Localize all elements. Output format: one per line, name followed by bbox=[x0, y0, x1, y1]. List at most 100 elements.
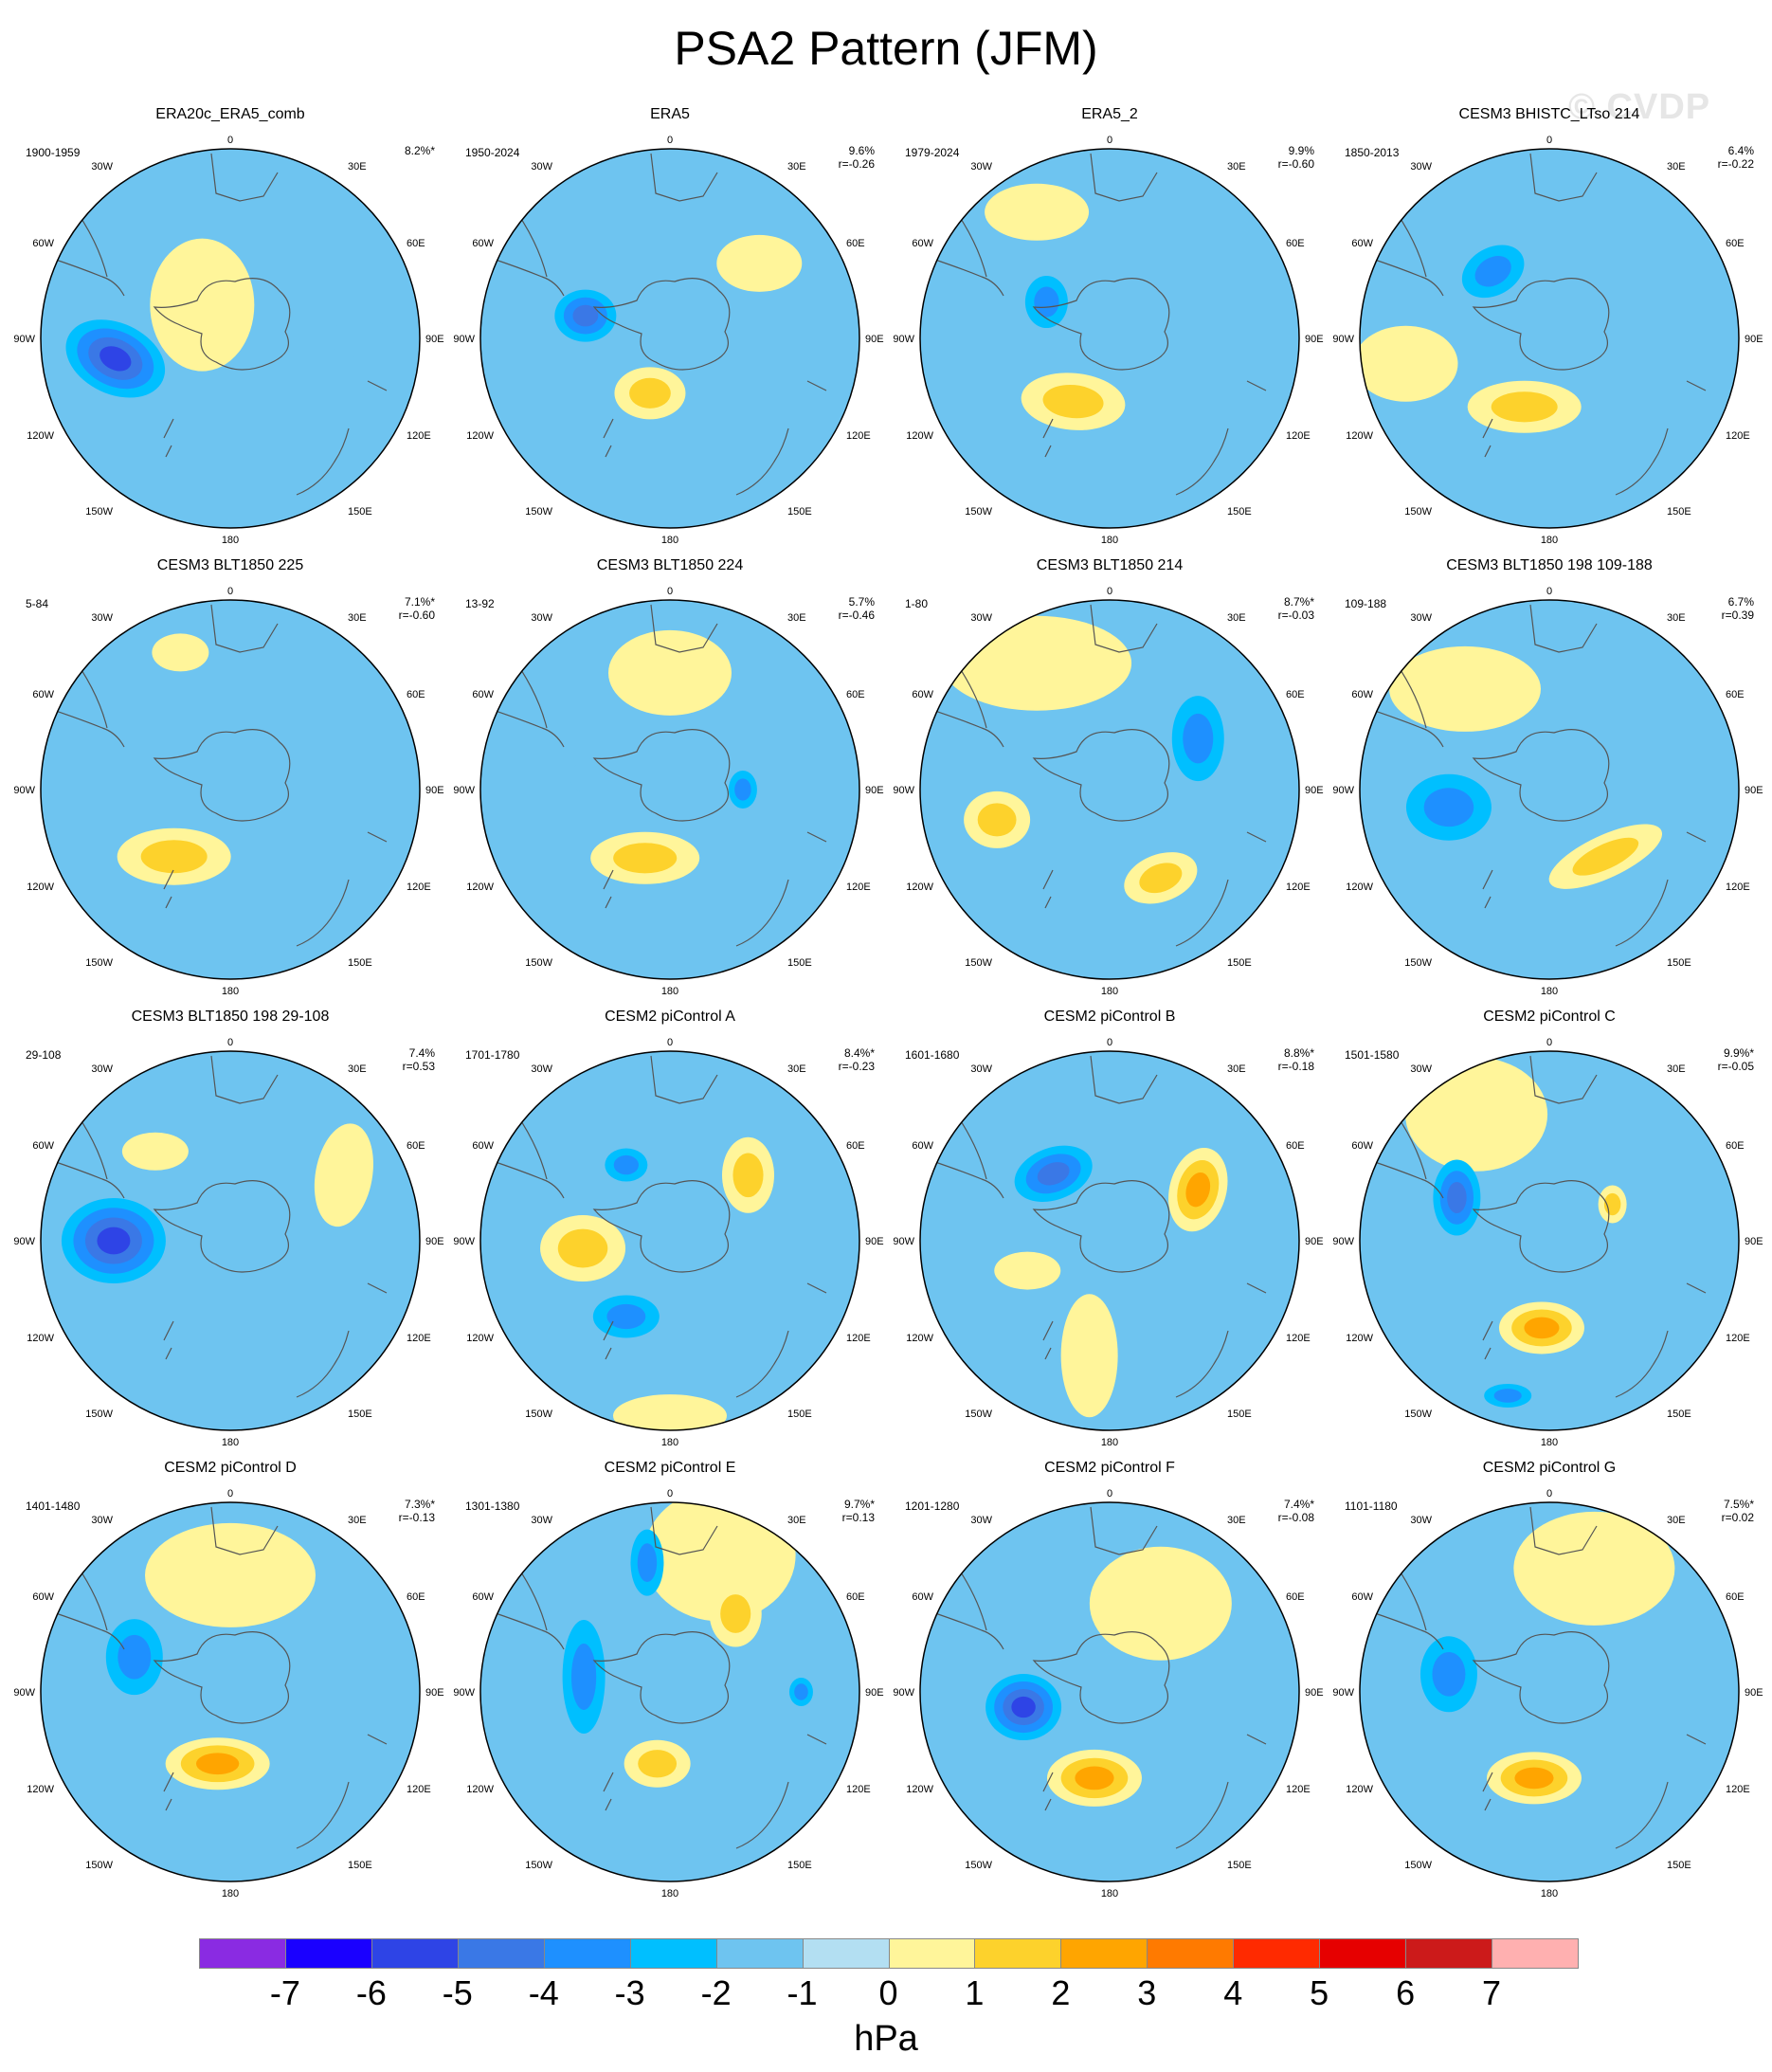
longitude-label-e150: 150E bbox=[348, 1860, 372, 1871]
colorbar-tick-label: 3 bbox=[1137, 1973, 1157, 2012]
longitude-label-w60: 60W bbox=[912, 689, 933, 700]
longitude-label-w30: 30W bbox=[970, 612, 992, 624]
longitude-label-w60: 60W bbox=[912, 1591, 933, 1603]
pct-value: 7.1%* bbox=[404, 595, 435, 609]
longitude-label-e120: 120E bbox=[846, 1333, 871, 1344]
map-panel: CESM2 piControl E 1301-1380 9.7%* r=0.13 0 18… bbox=[452, 1460, 888, 1905]
panel-variance-explained: 9.7%* r=0.13 bbox=[842, 1498, 875, 1524]
longitude-label-e30: 30E bbox=[787, 612, 806, 624]
anomaly-contour-fill bbox=[1572, 837, 1639, 876]
map-boundary bbox=[479, 1501, 860, 1882]
anomaly-contour-fill bbox=[608, 629, 732, 716]
pct-value: 7.4%* bbox=[1283, 1498, 1314, 1511]
longitude-label-w90: 90W bbox=[1332, 334, 1354, 345]
longitude-label-e120: 120E bbox=[1726, 1784, 1750, 1795]
panel-variance-explained: 8.2%* bbox=[405, 144, 435, 157]
new-zealand-coastline bbox=[1042, 418, 1054, 458]
longitude-label-e150: 150E bbox=[1667, 957, 1691, 969]
africa-coastline bbox=[1090, 1506, 1158, 1555]
anomaly-contour-fill bbox=[629, 377, 671, 409]
longitude-label-top: 0 bbox=[1107, 1488, 1112, 1499]
longitude-label-e30: 30E bbox=[348, 1063, 367, 1075]
new-zealand-coastline bbox=[1042, 1320, 1054, 1360]
panel-period: 109-188 bbox=[1345, 597, 1387, 610]
longitude-label-bottom: 180 bbox=[661, 1888, 678, 1899]
longitude-label-e150: 150E bbox=[1227, 1409, 1252, 1420]
panel-period: 1-80 bbox=[905, 597, 929, 610]
antarctica-coastline bbox=[1472, 278, 1610, 371]
longitude-label-e30: 30E bbox=[1227, 1063, 1246, 1075]
panel-title: CESM2 piControl A bbox=[605, 1009, 735, 1025]
longitude-label-w30: 30W bbox=[91, 612, 113, 624]
longitude-label-w60: 60W bbox=[1351, 238, 1373, 249]
longitude-label-bottom: 180 bbox=[222, 1437, 239, 1448]
colorbar-tick-label: -4 bbox=[528, 1973, 559, 2012]
longitude-label-e120: 120E bbox=[1726, 882, 1750, 893]
longitude-label-e60: 60E bbox=[1726, 1591, 1745, 1603]
longitude-label-w150: 150W bbox=[85, 1860, 113, 1871]
pct-value: 7.4% bbox=[408, 1046, 435, 1060]
africa-coastline bbox=[210, 1055, 279, 1104]
panel-period: 1301-1380 bbox=[465, 1499, 520, 1513]
panel-title: CESM3 BLT1850 198 109-188 bbox=[1446, 557, 1653, 573]
pattern-correlation: r=-0.22 bbox=[1717, 157, 1754, 171]
longitude-label-e150: 150E bbox=[1227, 1860, 1252, 1871]
colorbar-swatch bbox=[543, 1938, 631, 1969]
zero-contour-background bbox=[41, 1502, 420, 1881]
longitude-label-w30: 30W bbox=[970, 1515, 992, 1526]
longitude-label-e90: 90E bbox=[1305, 785, 1324, 796]
longitude-label-e120: 120E bbox=[1726, 1333, 1750, 1344]
colorbar-tick-label: 5 bbox=[1310, 1973, 1329, 2012]
anomaly-contour-fill bbox=[638, 1750, 678, 1778]
anomaly-contour-fill bbox=[942, 615, 1132, 711]
map-panel: CESM2 piControl D 1401-1480 7.3%* r=-0.13 0 1… bbox=[12, 1460, 448, 1905]
longitude-label-w120: 120W bbox=[1346, 1784, 1373, 1795]
map-panel: CESM2 piControl A 1701-1780 8.4%* r=-0.23 0 1… bbox=[452, 1009, 888, 1454]
antarctica-coastline bbox=[592, 278, 731, 371]
longitude-label-e30: 30E bbox=[348, 612, 367, 624]
longitude-label-e120: 120E bbox=[407, 430, 431, 442]
longitude-label-w150: 150W bbox=[85, 506, 113, 518]
australia-coastline bbox=[735, 831, 827, 947]
anomaly-contour-fill bbox=[985, 183, 1090, 241]
longitude-label-e90: 90E bbox=[1745, 1687, 1763, 1699]
longitude-label-e60: 60E bbox=[846, 689, 865, 700]
map-boundary bbox=[919, 148, 1300, 529]
new-zealand-coastline bbox=[163, 869, 174, 909]
new-zealand-coastline bbox=[603, 418, 614, 458]
anomaly-contour-fill bbox=[314, 1123, 373, 1227]
longitude-label-w150: 150W bbox=[965, 506, 992, 518]
map-panel: CESM3 BLT1850 224 13-92 5.7% r=-0.46 0 180 30W… bbox=[452, 557, 888, 1003]
anomaly-contour-fill bbox=[1089, 1546, 1232, 1661]
panel-variance-explained: 6.7% r=0.39 bbox=[1722, 595, 1754, 622]
longitude-label-e60: 60E bbox=[407, 1140, 425, 1152]
colorbar-swatch bbox=[371, 1938, 459, 1969]
longitude-label-e30: 30E bbox=[1667, 1515, 1686, 1526]
longitude-label-w90: 90W bbox=[13, 785, 35, 796]
anomaly-contour-fill bbox=[720, 1594, 751, 1633]
colorbar-units: hPa bbox=[854, 2019, 918, 2059]
longitude-label-bottom: 180 bbox=[1541, 1888, 1558, 1899]
longitude-label-w60: 60W bbox=[32, 238, 54, 249]
longitude-label-e150: 150E bbox=[787, 1860, 812, 1871]
longitude-label-w30: 30W bbox=[1410, 1515, 1432, 1526]
antarctica-coastline bbox=[1472, 729, 1610, 822]
australia-coastline bbox=[296, 380, 388, 496]
longitude-label-top: 0 bbox=[1546, 1037, 1552, 1048]
pct-value: 8.8%* bbox=[1283, 1046, 1314, 1060]
panel-title: CESM2 piControl F bbox=[1044, 1460, 1175, 1476]
anomaly-contour-fill bbox=[150, 238, 255, 372]
africa-coastline bbox=[210, 153, 279, 202]
longitude-label-w30: 30W bbox=[531, 612, 552, 624]
anomaly-contour-fill bbox=[637, 1543, 658, 1583]
longitude-label-e90: 90E bbox=[425, 1687, 444, 1699]
map-boundary bbox=[919, 1501, 1300, 1882]
pct-value: 8.2%* bbox=[404, 144, 435, 157]
anomaly-contour-fill bbox=[195, 1753, 240, 1775]
longitude-label-e150: 150E bbox=[787, 1409, 812, 1420]
colorbar-tick-label: -2 bbox=[700, 1973, 732, 2012]
colorbar-swatch bbox=[629, 1938, 717, 1969]
longitude-label-e120: 120E bbox=[1286, 430, 1311, 442]
polar-map: 0 180 30W 30E 60W 60E 90W 90E 120W 120E 150W 150E bbox=[453, 586, 883, 997]
longitude-label-e150: 150E bbox=[348, 957, 372, 969]
